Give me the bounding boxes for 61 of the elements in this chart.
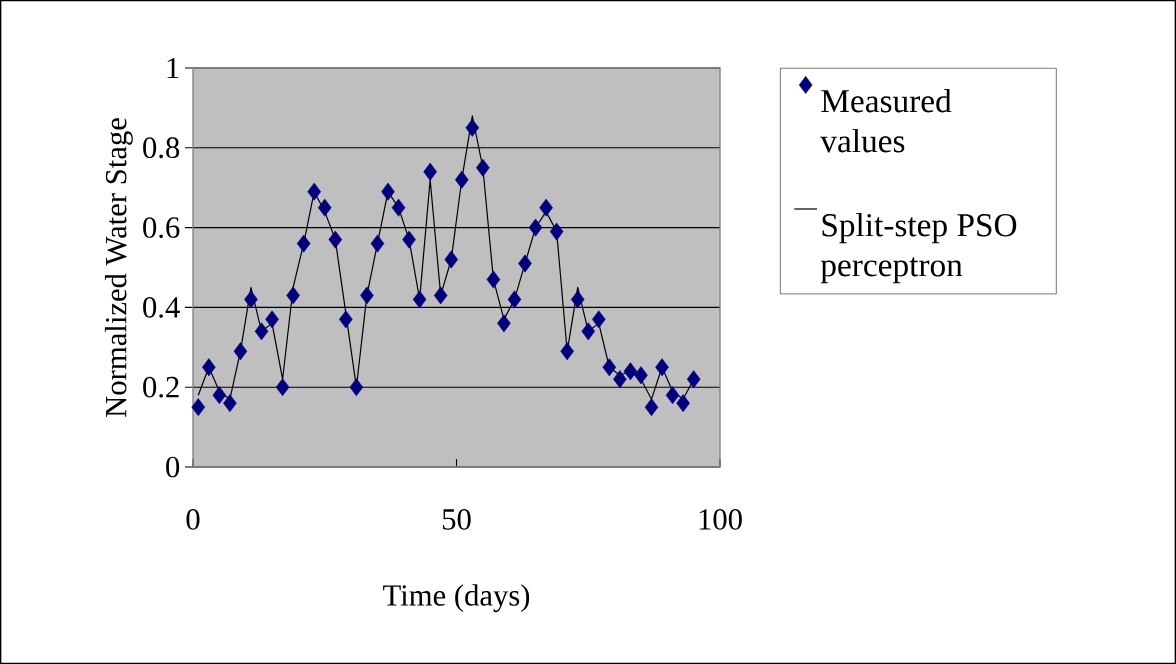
point — [623, 362, 638, 381]
point — [286, 286, 300, 305]
point — [676, 394, 690, 413]
point — [296, 234, 311, 253]
point — [465, 118, 480, 137]
point — [634, 366, 648, 385]
y-tick-label: 0.2 — [143, 376, 179, 398]
point — [560, 342, 574, 361]
point — [655, 358, 669, 377]
point — [444, 250, 459, 269]
point — [613, 370, 627, 389]
point — [391, 198, 406, 217]
point — [518, 254, 532, 273]
y-tick-label: 0.6 — [143, 217, 180, 239]
point — [370, 234, 385, 253]
point — [570, 290, 585, 309]
point — [212, 386, 227, 405]
point — [592, 310, 606, 329]
point — [349, 378, 364, 397]
point — [433, 286, 448, 305]
y-tick-label: 0.8 — [143, 137, 180, 159]
point — [307, 182, 321, 201]
x-tick-label: 50 — [442, 509, 471, 530]
point — [476, 158, 490, 177]
point — [539, 198, 553, 217]
point — [381, 182, 395, 201]
point — [275, 378, 290, 397]
point — [339, 310, 353, 329]
point — [317, 198, 332, 217]
point — [223, 394, 237, 413]
point — [244, 290, 258, 309]
y-tick-label: 0.4 — [143, 296, 180, 318]
legend-label: Measured values — [820, 88, 952, 153]
point — [423, 162, 437, 181]
point — [581, 322, 596, 341]
point — [360, 286, 374, 305]
point — [233, 342, 248, 361]
point — [455, 170, 469, 189]
y-axis-title: Normalized Water Stage — [104, 118, 133, 417]
point — [254, 322, 269, 341]
point — [528, 218, 543, 237]
y-tick-label: 0 — [166, 456, 180, 478]
x-tick-label: 0 — [186, 509, 200, 530]
point — [265, 310, 279, 329]
point — [497, 314, 511, 333]
point — [602, 358, 617, 377]
point — [686, 370, 701, 389]
point — [644, 398, 659, 417]
point — [402, 230, 416, 249]
point — [202, 358, 216, 377]
point — [191, 398, 206, 417]
y-tick-label: 1 — [167, 57, 179, 79]
point — [486, 270, 501, 289]
x-axis-title: Time (days) — [383, 584, 530, 613]
x-tick-label: 100 — [699, 509, 742, 530]
point — [328, 230, 343, 249]
legend-label: Split-step PSO perceptron — [820, 212, 1017, 284]
point — [665, 386, 680, 405]
point — [507, 290, 522, 309]
point — [412, 290, 427, 309]
point — [549, 222, 564, 241]
